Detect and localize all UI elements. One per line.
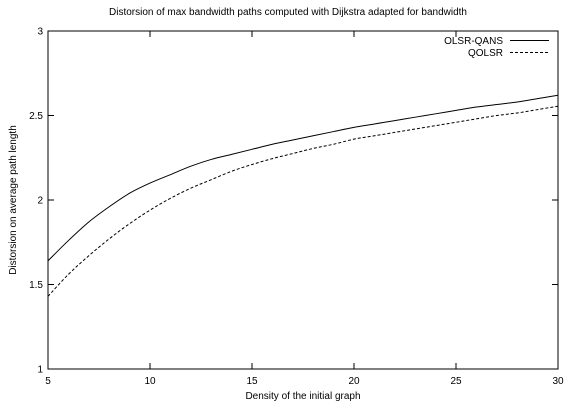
x-tick-label: 25 xyxy=(450,376,462,387)
x-axis-label: Density of the initial graph xyxy=(245,391,360,402)
legend-label-olsr-qans: OLSR-QANS xyxy=(444,36,503,47)
y-tick-label: 2 xyxy=(37,196,43,207)
x-tick-label: 30 xyxy=(552,376,564,387)
plot-area-frame xyxy=(47,30,559,370)
y-axis-label: Distorsion on average path length xyxy=(8,125,19,275)
x-tick-label: 10 xyxy=(144,376,156,387)
y-tick-label: 1 xyxy=(37,365,43,376)
y-tick-label: 1.5 xyxy=(29,280,43,291)
axis-ticks: 5 10 15 20 25 30 1 1.5 2 2.5 3 xyxy=(29,27,564,388)
series-line-olsr-qans xyxy=(47,94,559,262)
x-tick-label: 5 xyxy=(45,376,51,387)
y-tick-label: 3 xyxy=(37,27,43,38)
y-tick-label: 2.5 xyxy=(29,111,43,122)
legend-label-qolsr: QOLSR xyxy=(468,48,503,59)
series-layer xyxy=(47,94,559,297)
chart-title: Distorsion of max bandwidth paths comput… xyxy=(109,7,467,18)
x-tick-label: 20 xyxy=(348,376,360,387)
series-line-qolsr xyxy=(47,105,559,297)
x-tick-label: 15 xyxy=(246,376,258,387)
